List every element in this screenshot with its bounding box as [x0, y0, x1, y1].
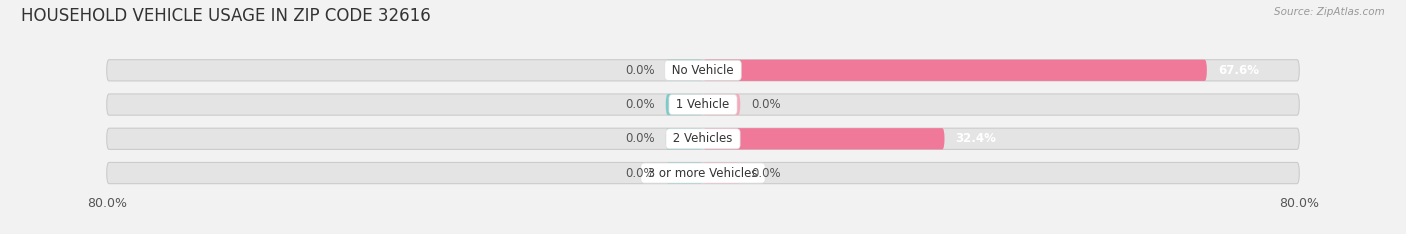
FancyBboxPatch shape [107, 60, 1299, 81]
Text: No Vehicle: No Vehicle [668, 64, 738, 77]
Text: 2 Vehicles: 2 Vehicles [669, 132, 737, 145]
Text: HOUSEHOLD VEHICLE USAGE IN ZIP CODE 32616: HOUSEHOLD VEHICLE USAGE IN ZIP CODE 3261… [21, 7, 430, 25]
Text: 67.6%: 67.6% [1218, 64, 1258, 77]
Text: 1 Vehicle: 1 Vehicle [672, 98, 734, 111]
FancyBboxPatch shape [107, 128, 1299, 150]
Text: 3 or more Vehicles: 3 or more Vehicles [644, 167, 762, 179]
FancyBboxPatch shape [703, 94, 741, 115]
Text: 32.4%: 32.4% [956, 132, 997, 145]
Text: 0.0%: 0.0% [624, 167, 655, 179]
FancyBboxPatch shape [107, 162, 1299, 184]
FancyBboxPatch shape [665, 162, 703, 184]
FancyBboxPatch shape [665, 94, 703, 115]
FancyBboxPatch shape [703, 162, 741, 184]
Text: 0.0%: 0.0% [624, 64, 655, 77]
Text: 0.0%: 0.0% [751, 98, 782, 111]
Text: 0.0%: 0.0% [624, 132, 655, 145]
FancyBboxPatch shape [665, 128, 703, 150]
FancyBboxPatch shape [107, 94, 1299, 115]
Text: Source: ZipAtlas.com: Source: ZipAtlas.com [1274, 7, 1385, 17]
FancyBboxPatch shape [703, 60, 1206, 81]
FancyBboxPatch shape [703, 128, 945, 150]
FancyBboxPatch shape [665, 60, 703, 81]
Text: 0.0%: 0.0% [751, 167, 782, 179]
Text: 0.0%: 0.0% [624, 98, 655, 111]
